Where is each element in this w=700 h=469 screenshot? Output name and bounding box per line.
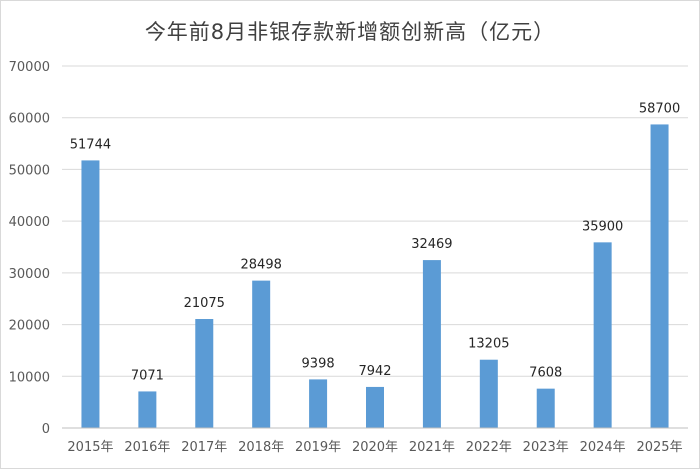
gridlines (62, 65, 688, 429)
x-tick-label: 2017年 (181, 440, 227, 455)
y-tick-label: 20000 (9, 319, 50, 334)
bar (252, 280, 271, 428)
bar (138, 391, 157, 428)
bar (479, 359, 498, 428)
y-tick-label: 60000 (9, 112, 50, 127)
bar (309, 379, 328, 428)
bar (366, 386, 384, 428)
y-tick-label: 70000 (9, 60, 50, 75)
x-tick-label: 2022年 (466, 440, 512, 455)
data-label: 7608 (529, 366, 562, 381)
y-axis: 0 10000 20000 30000 40000 50000 60000 70000 (9, 60, 50, 437)
data-labels: 51744 7071 21075 28498 9398 7942 32469 13205 760… (70, 101, 680, 383)
bar (536, 388, 555, 428)
x-tick-label: 2019年 (295, 440, 341, 455)
y-tick-label: 40000 (9, 215, 50, 230)
x-tick-label: 2024年 (580, 440, 626, 455)
data-label: 28498 (241, 258, 282, 273)
data-label: 13205 (468, 337, 509, 352)
bar (593, 242, 612, 428)
data-label: 58700 (639, 101, 680, 116)
x-tick-label: 2025年 (636, 440, 682, 455)
y-tick-label: 30000 (9, 267, 50, 282)
data-label: 7942 (358, 364, 391, 379)
y-tick-label: 50000 (9, 163, 50, 178)
data-label: 7071 (131, 368, 164, 383)
x-tick-label: 2016年 (124, 440, 170, 455)
bar (81, 160, 100, 428)
x-tick-label: 2021年 (409, 440, 455, 455)
x-tick-label: 2020年 (352, 440, 398, 455)
y-tick-label: 10000 (9, 370, 50, 385)
y-tick-label: 0 (42, 422, 50, 437)
data-label: 51744 (70, 137, 111, 152)
x-tick-label: 2018年 (238, 440, 284, 455)
bar (650, 124, 669, 429)
bars (81, 124, 669, 429)
x-tick-label: 2023年 (523, 440, 569, 455)
bar (195, 319, 214, 428)
data-label: 32469 (411, 237, 452, 252)
x-axis: 2015年 2016年 2017年 2018年 2019年 2020年 2021年 2022年… (62, 427, 688, 455)
data-label: 35900 (582, 219, 623, 234)
bar (422, 260, 441, 428)
data-label: 9398 (302, 356, 335, 371)
chart-title: 今年前8月非银存款新增额创新高（亿元） (144, 20, 556, 44)
x-tick-label: 2015年 (67, 440, 113, 455)
data-label: 21075 (184, 296, 225, 311)
